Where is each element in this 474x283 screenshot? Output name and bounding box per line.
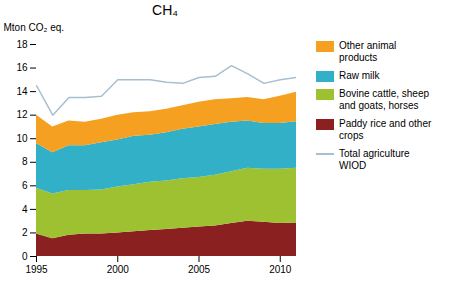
html-text:CH₄: CH₄ [152, 2, 178, 18]
svg-text:2: 2 [22, 227, 28, 238]
svg-text:18: 18 [16, 39, 28, 50]
svg-text:6: 6 [22, 180, 28, 191]
svg-text:8: 8 [22, 156, 28, 167]
svg-text:1995: 1995 [25, 264, 48, 275]
html-text:Other animal products: Other animal products [339, 40, 397, 63]
svg-text:0: 0 [22, 251, 28, 262]
svg-text:14: 14 [16, 86, 28, 97]
svg-text:16: 16 [16, 62, 28, 73]
svg-text:Mton CO₂ eq.: Mton CO₂ eq. [4, 22, 65, 33]
svg-text:10: 10 [16, 133, 28, 144]
html-text:Paddy rice and other crops: Paddy rice and other crops [339, 118, 432, 141]
svg-text:2005: 2005 [188, 264, 211, 275]
svg-text:4: 4 [22, 204, 28, 215]
svg-text:12: 12 [16, 109, 28, 120]
html-text:Raw milk: Raw milk [339, 70, 380, 81]
html-text:Bovine cattle, sheep and goats: Bovine cattle, sheep and goats, horses [339, 88, 430, 111]
svg-text:2010: 2010 [269, 264, 292, 275]
html-text:Total agriculture WIOD: Total agriculture WIOD [339, 148, 410, 171]
svg-text:2000: 2000 [107, 264, 130, 275]
